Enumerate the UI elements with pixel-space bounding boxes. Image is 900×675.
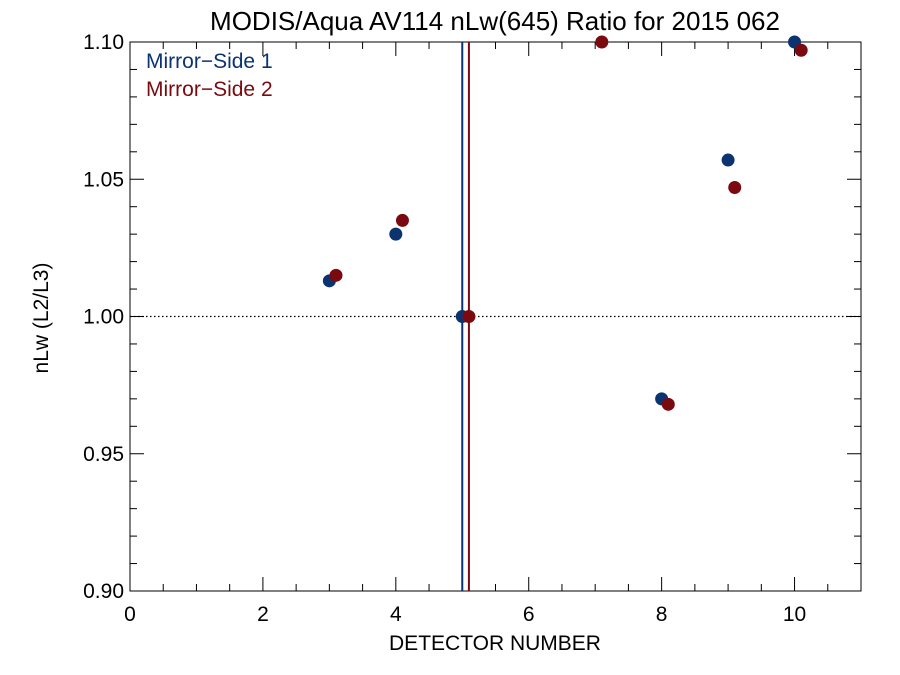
y-tick-label: 1.10 xyxy=(83,31,124,54)
y-tick-label: 0.90 xyxy=(83,580,124,603)
x-tick-label: 2 xyxy=(257,603,269,626)
data-point-series-2 xyxy=(395,213,409,227)
x-tick-label: 6 xyxy=(523,603,535,626)
data-point-series-1 xyxy=(389,227,403,241)
legend-entry-mirror-side-1: Mirror−Side 1 xyxy=(146,50,273,73)
y-tick-label: 1.05 xyxy=(83,168,124,191)
x-tick-label: 0 xyxy=(124,603,136,626)
x-tick-label: 8 xyxy=(656,603,668,626)
data-point-series-1 xyxy=(721,153,735,167)
x-tick-label: 10 xyxy=(783,603,806,626)
data-point-series-2 xyxy=(462,310,476,323)
plot-area: 0.90 0.95 1.00 1.05 1.10 0 2 4 6 8 10 xyxy=(83,31,862,626)
y-axis-label: nLw (L2/L3) xyxy=(30,263,53,374)
data-point-series-2 xyxy=(794,43,808,57)
data-point-series-2 xyxy=(329,268,343,282)
y-tick-label: 1.00 xyxy=(83,306,124,329)
x-axis-label: DETECTOR NUMBER xyxy=(389,632,601,655)
legend: Mirror−Side 1 Mirror−Side 2 xyxy=(146,50,273,101)
x-tick-label: 4 xyxy=(390,603,402,626)
chart-title: MODIS/Aqua AV114 nLw(645) Ratio for 2015… xyxy=(210,6,780,36)
y-tick-label: 0.95 xyxy=(83,443,124,466)
data-point-series-2 xyxy=(595,35,609,49)
legend-entry-mirror-side-2: Mirror−Side 2 xyxy=(146,78,273,101)
data-point-series-2 xyxy=(728,180,742,194)
data-point-series-2 xyxy=(661,397,675,411)
